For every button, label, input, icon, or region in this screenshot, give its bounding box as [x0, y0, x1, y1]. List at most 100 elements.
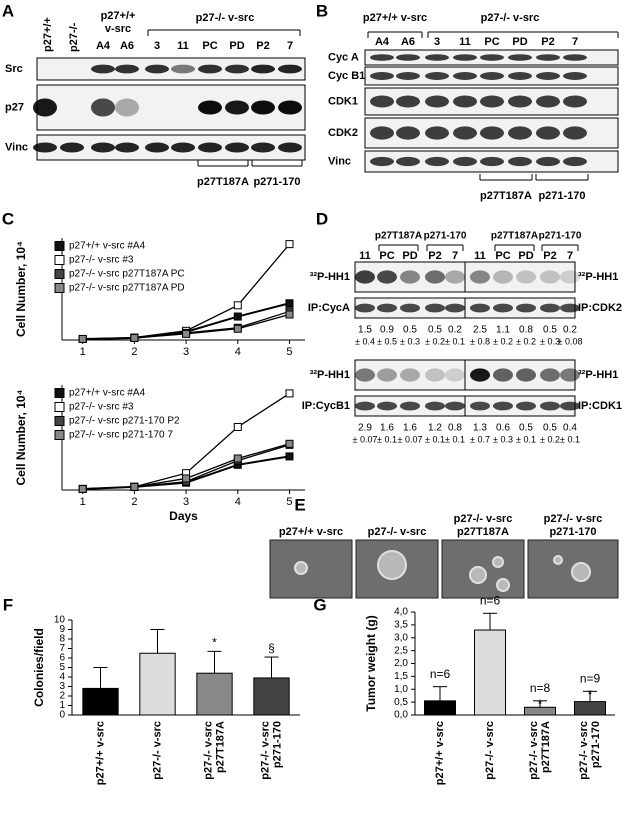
band — [425, 156, 449, 167]
quant-mean: 1.6 — [380, 423, 394, 434]
bar — [474, 629, 506, 716]
data-point — [285, 299, 294, 308]
legend-swatch — [54, 241, 65, 251]
lane-label: A4 — [96, 40, 111, 52]
y-axis-label: Colonies/field — [32, 628, 46, 707]
band — [115, 98, 139, 117]
quant-mean: 0.5 — [543, 423, 557, 434]
band — [493, 270, 513, 284]
y-axis-label: Tumor weight (g) — [364, 615, 378, 711]
lane-label: PC — [379, 250, 394, 262]
band — [445, 401, 465, 411]
header-label: p27T187A — [491, 231, 538, 242]
band — [540, 270, 560, 284]
legend-label: p27-/- v-src p271-170 7 — [69, 430, 173, 441]
quant-sd: ± 0.1 — [377, 434, 397, 444]
y-tick-label: 3 — [59, 681, 65, 692]
quant-mean: 1.5 — [358, 325, 372, 336]
band — [171, 142, 195, 153]
legend-swatch — [54, 430, 65, 440]
quant-mean: 0.5 — [543, 325, 557, 336]
band — [470, 401, 490, 411]
legend-swatch — [54, 388, 65, 398]
band — [278, 64, 302, 74]
bar — [574, 701, 606, 716]
lane-label: P2 — [428, 250, 441, 262]
y-tick-label: 5 — [59, 662, 65, 673]
y-tick-label: 2,5 — [394, 645, 408, 656]
lane-label: PC — [484, 36, 499, 48]
quant-mean: 1.3 — [473, 423, 487, 434]
data-point — [78, 484, 87, 493]
quant-mean: 0.5 — [403, 325, 417, 336]
band — [453, 72, 477, 80]
quant-mean: 1.6 — [403, 423, 417, 434]
x-tick-label: 5 — [286, 496, 292, 508]
band — [377, 368, 397, 382]
lane-label: PC — [202, 40, 217, 52]
quant-mean: 0.2 — [563, 325, 577, 336]
legend-label: p27-/- v-src p271-170 P2 — [69, 416, 180, 427]
band — [425, 54, 449, 61]
bar — [424, 700, 456, 716]
header-label: p271-170 — [424, 231, 467, 242]
band — [563, 54, 587, 61]
y-tick-label: 1,0 — [394, 684, 408, 695]
band — [60, 142, 84, 153]
x-tick-label: p271-170 — [590, 721, 602, 768]
x-tick-label: p27-/- v-src — [202, 721, 214, 780]
band — [171, 64, 195, 74]
ip-label: IP:CycA — [308, 302, 350, 314]
band — [508, 95, 532, 108]
x-tick-label: 2 — [131, 346, 137, 358]
band — [508, 126, 532, 140]
row-label: CDK1 — [328, 95, 358, 107]
quant-sd: ± 0.7 — [470, 434, 490, 444]
band — [425, 126, 449, 140]
y-tick-label: 8 — [59, 634, 65, 645]
band — [400, 303, 420, 313]
x-tick-label: 3 — [183, 496, 189, 508]
band — [453, 54, 477, 61]
y-axis-label: Cell Number, 10⁴ — [14, 389, 28, 485]
x-tick-label: 4 — [235, 496, 241, 508]
quant-sd: ± 0.07 — [353, 434, 378, 444]
lane-label: P2 — [541, 36, 554, 48]
legend-label: p27-/- v-src #3 — [69, 255, 134, 266]
band — [453, 126, 477, 140]
band — [536, 156, 560, 167]
x-axis-label: Days — [169, 509, 198, 523]
lane-label: 7 — [287, 40, 293, 52]
quant-mean: 1.2 — [428, 423, 442, 434]
data-point — [233, 324, 242, 333]
lane-label: A4 — [375, 36, 390, 48]
annotation: n=9 — [580, 671, 601, 685]
lane-label: PC — [495, 250, 510, 262]
x-tick-label: p27-/- v-src — [528, 721, 540, 780]
annotation: n=8 — [530, 681, 551, 695]
quant-sd: ± 0.5 — [377, 336, 397, 346]
y-tick-label: 9 — [59, 624, 65, 635]
data-point — [233, 312, 242, 321]
band — [278, 100, 302, 115]
panel-letter: E — [294, 495, 305, 514]
band — [115, 64, 139, 74]
probe-label: ³²P-HH1 — [578, 271, 618, 283]
band — [516, 303, 536, 313]
band — [508, 54, 532, 61]
band — [560, 270, 580, 284]
photo-label: p27-/- v-src — [368, 526, 427, 538]
band — [355, 401, 375, 411]
bracket-label: p27T187A — [480, 190, 532, 202]
bracket-label: p271-170 — [538, 190, 585, 202]
row-label: Cyc B1 — [328, 70, 365, 82]
y-tick-label: 10 — [54, 615, 66, 626]
band — [225, 142, 249, 153]
x-tick-label: p27T187A — [540, 721, 552, 773]
legend-swatch — [54, 255, 65, 265]
x-tick-label: 5 — [286, 346, 292, 358]
band — [470, 303, 490, 313]
lane-label: PD — [518, 250, 533, 262]
y-tick-label: 3,5 — [394, 620, 408, 631]
